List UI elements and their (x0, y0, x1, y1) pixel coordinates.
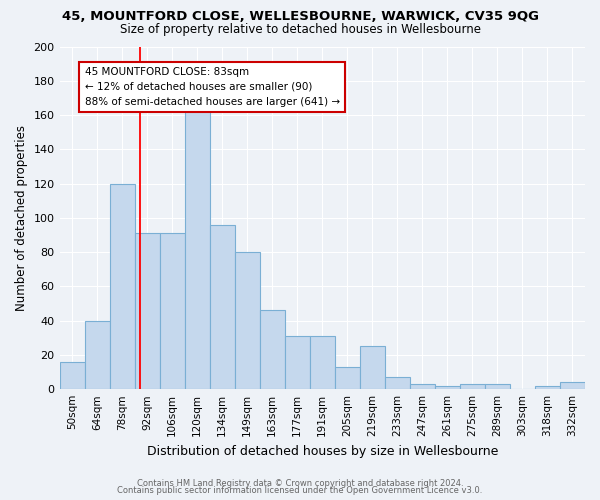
Bar (209, 224, 235, 389)
Bar (160, 234, 185, 389)
Bar (185, 103, 209, 389)
Bar (235, 252, 260, 389)
Bar (59, 362, 85, 389)
Bar (85, 320, 110, 389)
Text: 45, MOUNTFORD CLOSE, WELLESBOURNE, WARWICK, CV35 9QG: 45, MOUNTFORD CLOSE, WELLESBOURNE, WARWI… (62, 10, 539, 23)
Bar (460, 384, 485, 389)
Bar (335, 367, 360, 389)
Bar (435, 386, 460, 389)
Text: Contains public sector information licensed under the Open Government Licence v3: Contains public sector information licen… (118, 486, 482, 495)
Bar (260, 310, 285, 389)
Bar (535, 386, 560, 389)
Bar (310, 336, 335, 389)
Bar (360, 346, 385, 389)
Bar (560, 382, 585, 389)
Bar (110, 184, 134, 389)
Text: Contains HM Land Registry data © Crown copyright and database right 2024.: Contains HM Land Registry data © Crown c… (137, 478, 463, 488)
Text: Size of property relative to detached houses in Wellesbourne: Size of property relative to detached ho… (119, 22, 481, 36)
Bar (385, 377, 410, 389)
Text: 45 MOUNTFORD CLOSE: 83sqm
← 12% of detached houses are smaller (90)
88% of semi-: 45 MOUNTFORD CLOSE: 83sqm ← 12% of detac… (85, 67, 340, 106)
Bar (134, 234, 160, 389)
Bar (410, 384, 435, 389)
Bar (485, 384, 510, 389)
Bar (285, 336, 310, 389)
X-axis label: Distribution of detached houses by size in Wellesbourne: Distribution of detached houses by size … (146, 444, 498, 458)
Y-axis label: Number of detached properties: Number of detached properties (15, 125, 28, 311)
